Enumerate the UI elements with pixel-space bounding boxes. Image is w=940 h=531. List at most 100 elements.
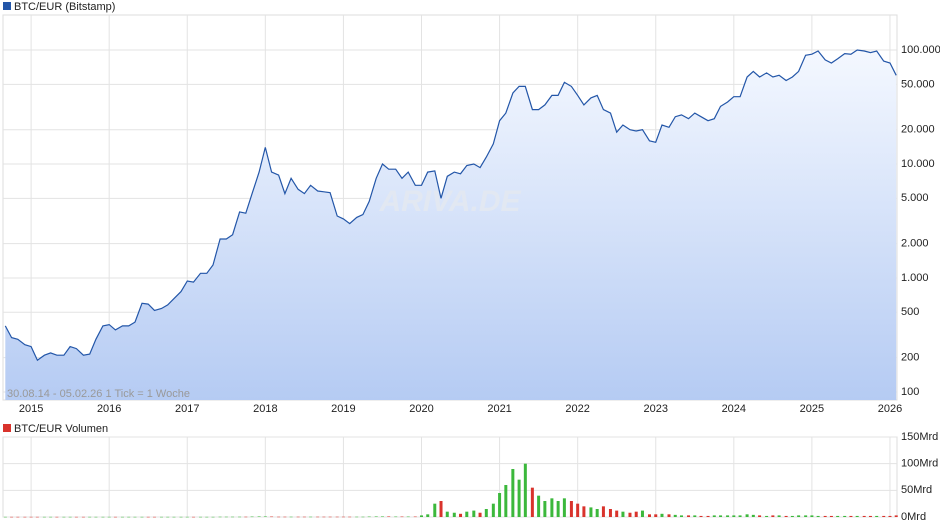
volume-bar: [810, 515, 814, 517]
volume-bar: [484, 509, 488, 517]
volume-bar: [374, 516, 378, 517]
volume-bar: [882, 515, 886, 517]
volume-bar: [868, 515, 872, 517]
volume-bar: [81, 516, 85, 518]
volume-bar: [140, 516, 144, 518]
volume-bar: [862, 515, 866, 517]
legend-swatch: [3, 2, 11, 10]
volume-bar: [101, 516, 105, 518]
volume-bar: [244, 516, 248, 518]
volume-bar: [62, 516, 66, 518]
volume-bar: [699, 515, 703, 517]
volume-bar: [836, 515, 840, 517]
volume-bar: [849, 515, 853, 517]
volume-bar: [238, 516, 242, 518]
y-tick-label: 200: [901, 352, 919, 364]
volume-bar: [113, 516, 117, 518]
range-note: 30.08.14 - 05.02.26 1 Tick = 1 Woche: [7, 388, 190, 400]
volume-bar: [595, 509, 599, 517]
volume-bar: [16, 516, 20, 518]
y-tick-label: 100Mrd: [901, 458, 938, 470]
volume-bar: [23, 516, 27, 518]
volume-bar: [765, 515, 769, 517]
x-tick-label: 2023: [643, 403, 667, 415]
volume-bar: [328, 516, 332, 518]
volume-bar: [257, 516, 261, 517]
volume-bar: [120, 516, 124, 518]
volume-bar: [712, 515, 716, 517]
volume-bar: [159, 516, 163, 518]
volume-bar: [706, 515, 710, 517]
volume-bar: [133, 516, 137, 518]
volume-bar: [498, 493, 502, 517]
volume-bar: [608, 509, 612, 517]
volume-bar: [107, 516, 111, 518]
volume-bar: [855, 515, 859, 517]
volume-bar: [185, 516, 189, 518]
volume-bar: [680, 515, 684, 517]
volume-bar: [640, 510, 644, 517]
volume-bar: [335, 516, 339, 518]
volume-bar: [406, 516, 410, 518]
x-tick-label: 2026: [878, 403, 902, 415]
volume-bar: [439, 501, 443, 517]
y-tick-label: 100.000: [901, 44, 940, 56]
volume-bar: [361, 516, 365, 518]
volume-bar: [277, 516, 281, 518]
volume-bar: [738, 515, 742, 517]
volume-bar: [823, 515, 827, 517]
volume-bar: [804, 515, 808, 517]
volume-bar: [218, 516, 222, 518]
volume-bar: [472, 510, 476, 517]
y-tick-label: 20.000: [901, 124, 935, 136]
volume-bar: [589, 507, 593, 517]
volume-bar: [634, 511, 638, 517]
volume-bar: [199, 516, 203, 518]
x-tick-label: 2017: [175, 403, 199, 415]
volume-bar: [576, 503, 580, 517]
volume-bar: [400, 516, 404, 518]
y-tick-label: 150Mrd: [901, 431, 938, 443]
x-tick-label: 2018: [253, 403, 277, 415]
volume-bar: [49, 516, 53, 518]
volume-bar: [224, 516, 228, 518]
volume-bar: [784, 515, 788, 517]
volume-bar: [426, 514, 430, 517]
price-line: [4, 49, 897, 362]
volume-frame: [2, 436, 898, 518]
volume-bar: [888, 515, 892, 517]
volume-bar: [263, 516, 267, 517]
volume-bar: [250, 516, 254, 518]
volume-bar: [387, 516, 391, 517]
volume-bar: [530, 487, 534, 517]
volume-bar: [843, 515, 847, 517]
volume-bar: [491, 503, 495, 517]
volume-bar: [10, 516, 14, 518]
volume-bar: [179, 516, 183, 518]
volume-bar: [29, 516, 33, 518]
volume-bar: [465, 511, 469, 517]
volume-bar: [166, 516, 170, 518]
volume-bar: [192, 516, 196, 518]
volume-bar: [309, 516, 313, 518]
volume-bar: [211, 516, 215, 518]
volume-bar: [152, 516, 156, 518]
volume-bar: [543, 501, 547, 517]
volume-bar: [797, 515, 801, 517]
volume-bar: [628, 512, 632, 517]
volume-bar: [615, 510, 619, 517]
y-tick-label: 0Mrd: [901, 511, 926, 523]
x-tick-label: 2021: [487, 403, 511, 415]
x-tick-label: 2024: [722, 403, 746, 415]
volume-bar: [745, 514, 749, 517]
volume-bar: [511, 469, 515, 517]
volume-bar: [693, 515, 697, 517]
volume-bar: [146, 516, 150, 518]
volume-bar: [601, 506, 605, 517]
volume-bar: [348, 516, 352, 518]
y-tick-label: 50Mrd: [901, 484, 932, 496]
volume-legend-swatch: [3, 424, 11, 432]
x-tick-label: 2020: [409, 403, 433, 415]
volume-bar: [270, 516, 274, 518]
